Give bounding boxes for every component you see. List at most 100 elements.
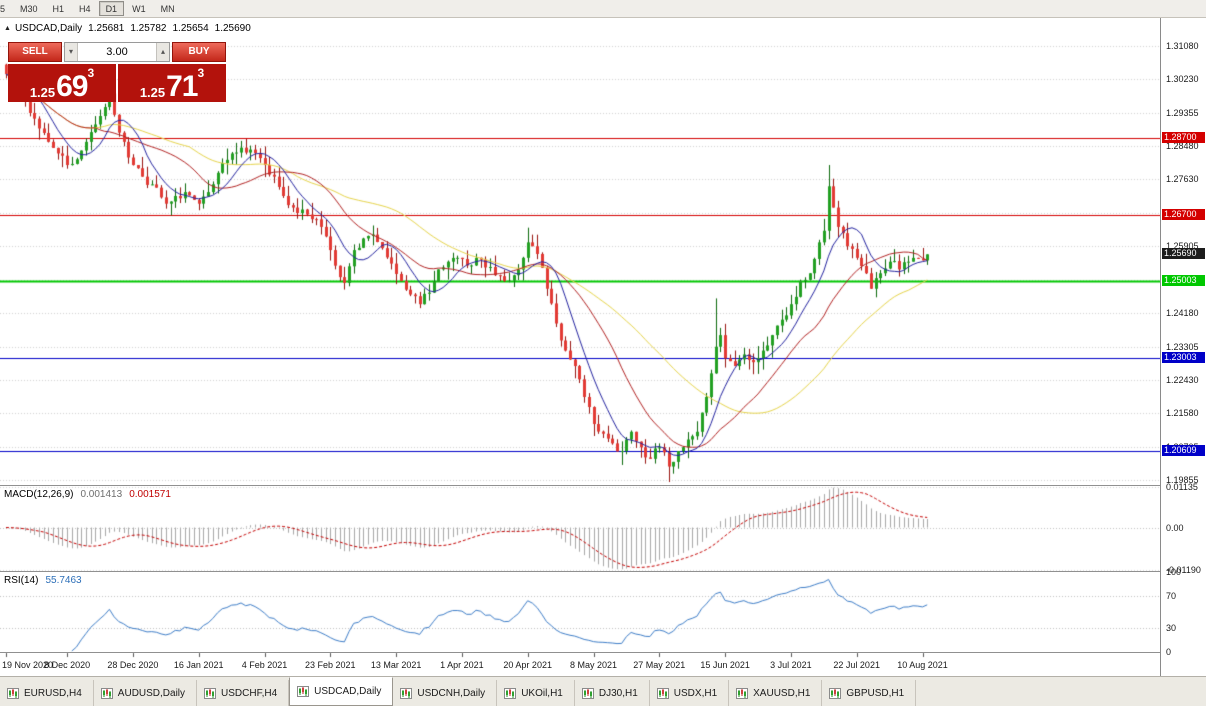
chart-tab-icon [297,686,310,697]
rsi-value: 55.7463 [45,575,82,586]
chart-tab-label: USDX,H1 [673,687,718,699]
chart-tab-usdcad-daily[interactable]: USDCAD,Daily [289,677,394,706]
macd-signal-value: 0.001571 [129,489,171,500]
timeframe-button-mn[interactable]: MN [160,4,175,14]
chart-tab-label: DJ30,H1 [598,687,638,699]
timeframe-button-h1[interactable]: H1 [52,4,65,14]
date-axis-label: 10 Aug 2021 [897,660,948,670]
date-axis-label: 3 Jul 2021 [770,660,812,670]
chart-tab-label: USDCAD,Daily [314,686,382,697]
sell-price[interactable]: 1.25 69 3 [8,64,116,102]
axis-label: 1.31080 [1166,40,1199,51]
axis-label: 70 [1166,591,1177,601]
axis-label: 1.21580 [1166,408,1199,419]
chart-tab-icon [656,687,669,699]
sell-price-prefix: 1.25 [29,85,56,100]
ohlc-close: 1.25690 [214,23,251,34]
chart-tab-dj30-h1[interactable]: DJ30,H1 [575,680,650,706]
chart-tab-icon [736,687,749,699]
axis-label: 1.28480 [1166,141,1199,152]
chart-tab-gbpusd-h1[interactable]: GBPUSD,H1 [822,680,917,706]
chart-tab-label: AUDUSD,Daily [117,687,186,699]
sell-price-pip: 3 [87,66,95,80]
chart-tab-label: GBPUSD,H1 [846,687,905,699]
axis-label: 1.24180 [1166,307,1199,318]
axis-label: 1.25905 [1166,241,1199,252]
axis-price-badge: 1.25003 [1162,274,1205,286]
chart-tab-xauusd-h1[interactable]: XAUUSD,H1 [729,680,823,706]
axis-label: 1.23305 [1166,341,1199,352]
date-axis-label: 8 May 2021 [569,660,618,670]
chart-tab-icon [829,687,842,699]
axis-label: 100 [1166,567,1182,577]
chart-tab-label: EURUSD,H4 [24,687,82,699]
ohlc-low: 1.25654 [172,23,209,34]
chart-tab-usdx-h1[interactable]: USDX,H1 [650,680,730,706]
chart-tab-icon [581,687,594,699]
panel-separator[interactable] [0,571,1206,572]
chart-title: ▲ USDCAD,Daily 1.25681 1.25782 1.25654 1… [4,23,251,34]
axis-label: 30 [1166,623,1177,633]
one-click-prices: 1.25 69 3 1.25 71 3 [8,64,226,102]
volume-input[interactable]: 3.00 [106,46,128,58]
panel-separator [0,652,1206,653]
price-chart-canvas[interactable] [0,18,1160,676]
chart-tab-icon [7,687,19,699]
chart-symbol: USDCAD,Daily [14,23,83,34]
date-axis-label: 27 May 2021 [633,660,686,670]
panel-separator[interactable] [0,485,1206,486]
buy-price[interactable]: 1.25 71 3 [118,64,226,102]
date-axis-label: 15 Jun 2021 [700,660,750,670]
buy-price-prefix: 1.25 [139,85,166,100]
timeframe-button-d1[interactable]: D1 [98,1,125,16]
axis-price-badge: 1.28700 [1162,131,1205,143]
volume-increase-button[interactable]: ▴ [156,43,169,61]
one-click-trading-widget: SELL ▾ 3.00 ▴ BUY 1.25 69 3 1.25 71 3 [8,42,226,102]
price-axis[interactable]: 1.31080 1.30230 1.29355 1.28480 1.27630 1.267… [1160,18,1206,676]
date-axis-label: 13 Mar 2021 [370,660,422,670]
macd-main-value: 0.001413 [80,489,123,500]
date-axis-label: 28 Dec 2020 [107,660,159,670]
timeframe-button-h4[interactable]: H4 [79,4,91,14]
date-axis-label: 22 Jul 2021 [833,660,880,670]
axis-label: 1.19855 [1166,474,1199,485]
sell-button[interactable]: SELL [8,42,62,62]
chart-tab-bar: EURUSD,H4 AUDUSD,Daily USDCHF,H4 USDCAD,Dai… [0,676,1206,706]
axis-label: 1.30230 [1166,73,1199,84]
axis-label: 1.22430 [1166,375,1199,386]
chart-tab-audusd-daily[interactable]: AUDUSD,Daily [94,680,198,706]
date-axis[interactable]: 19 Nov 2020 8 Dec 2020 28 Dec 2020 16 Jan 2… [0,653,1160,676]
date-axis-label: 20 Apr 2021 [503,660,552,670]
chart-tab-icon [204,687,217,699]
date-axis-label: 23 Feb 2021 [305,660,356,670]
buy-button[interactable]: BUY [172,42,226,62]
axis-label: -0.01190 [1166,565,1201,575]
date-axis-label: 1 Apr 2021 [440,660,484,670]
timeframe-button-m30[interactable]: M30 [20,4,38,14]
chart-tab-usdcnh-daily[interactable]: USDCNH,Daily [393,680,498,706]
timeframe-button-w1[interactable]: W1 [132,4,146,14]
chart-tab-icon [100,687,113,699]
date-axis-label: 4 Feb 2021 [241,660,288,670]
chart-tab-usdchf-h4[interactable]: USDCHF,H4 [197,680,290,706]
axis-label: 1.27630 [1166,174,1199,185]
chart-tab-eurusd-h4[interactable]: EURUSD,H4 [0,680,94,706]
chart-tab-label: USDCHF,H4 [221,687,278,699]
chart-tab-icon [400,687,413,699]
axis-price-badge: 1.26700 [1162,209,1205,221]
volume-decrease-button[interactable]: ▾ [65,43,78,61]
chart-tab-label: USDCNH,Daily [417,687,486,699]
chart-tab-ukoil-h1[interactable]: UKOil,H1 [497,680,575,706]
date-axis-label: 19 Nov 2020 [2,660,54,670]
buy-price-big: 71 [166,70,198,103]
one-click-controls: SELL ▾ 3.00 ▴ BUY [8,42,226,62]
axis-price-badge: 1.20609 [1162,444,1205,456]
axis-price-badge: 1.25690 [1162,248,1205,260]
date-axis-label: 16 Jan 2021 [173,660,224,670]
chart-shift-marker-icon: ▲ [4,25,11,32]
timeframe-button-5[interactable]: 5 [0,4,6,14]
chart-tab-label: XAUUSD,H1 [753,687,811,699]
chart-area: ▲ USDCAD,Daily 1.25681 1.25782 1.25654 1… [0,18,1206,676]
ohlc-high: 1.25782 [130,23,167,34]
